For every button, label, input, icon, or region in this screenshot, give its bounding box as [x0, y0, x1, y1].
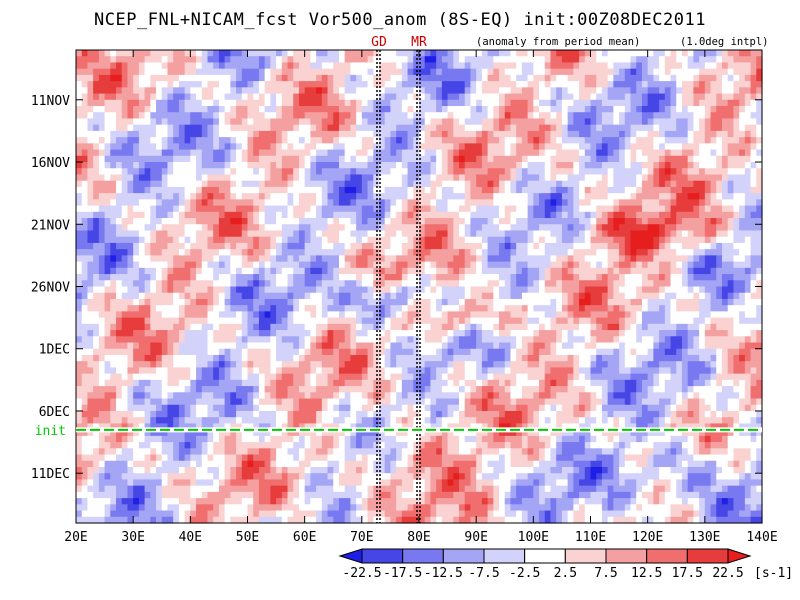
x-tick-label: 130E [689, 530, 720, 545]
colorbar-units: [s-1] [754, 566, 793, 581]
x-tick-label: 120E [632, 530, 663, 545]
y-tick-label: 16NOV [31, 156, 70, 171]
x-tick-label: 20E [64, 530, 87, 545]
y-tick-label: 26NOV [31, 281, 70, 296]
init-label: init [35, 424, 66, 439]
ref-line-label-gd: GD [371, 35, 387, 50]
y-tick-label: 11NOV [31, 94, 70, 109]
x-tick-label: 30E [121, 530, 144, 545]
colorbar-level-label: -12.5 [424, 566, 463, 581]
y-tick-label: 11DEC [31, 467, 70, 482]
colorbar-swatch [605, 548, 648, 564]
colorbar-level-label: 12.5 [631, 566, 662, 581]
y-tick-label: 21NOV [31, 218, 70, 233]
colorbar-level-label: -22.5 [342, 566, 381, 581]
x-tick-label: 60E [293, 530, 316, 545]
x-tick-label: 80E [407, 530, 430, 545]
colorbar-swatch [564, 548, 607, 564]
x-tick-label: 50E [236, 530, 259, 545]
colorbar-level-label: 22.5 [712, 566, 743, 581]
colorbar-swatch [361, 548, 404, 564]
colorbar-swatch [483, 548, 526, 564]
colorbar-level-label: -7.5 [468, 566, 499, 581]
colorbar-level-label: -2.5 [509, 566, 540, 581]
colorbar-level-label: 17.5 [672, 566, 703, 581]
colorbar-swatch [402, 548, 444, 564]
chart-title: NCEP_FNL+NICAM_fcst Vor500_anom (8S-EQ) … [94, 10, 706, 30]
x-tick-label: 40E [179, 530, 202, 545]
colorbar-level-label: 2.5 [554, 566, 577, 581]
y-tick-label: 6DEC [39, 405, 70, 420]
x-tick-label: 100E [518, 530, 549, 545]
colorbar-level-label: -17.5 [383, 566, 422, 581]
colorbar-swatch [524, 548, 566, 564]
y-tick-label: 1DEC [39, 343, 70, 358]
x-tick-label: 90E [464, 530, 487, 545]
x-tick-label: 70E [350, 530, 373, 545]
x-tick-label: 110E [575, 530, 606, 545]
colorbar-level-label: 7.5 [594, 566, 617, 581]
colorbar-swatch [686, 548, 729, 564]
colorbar-swatch [442, 548, 485, 564]
ref-line-label-mr: MR [411, 35, 427, 50]
chart-subtitle-left: (anomaly from period mean) [476, 36, 641, 48]
x-tick-label: 140E [746, 530, 777, 545]
colorbar-left-arrow [338, 548, 363, 564]
colorbar-swatch [646, 548, 688, 564]
heatmap-field [76, 50, 763, 524]
chart-subtitle-right: (1.0deg intpl) [680, 36, 769, 48]
colorbar-right-arrow [727, 548, 752, 564]
